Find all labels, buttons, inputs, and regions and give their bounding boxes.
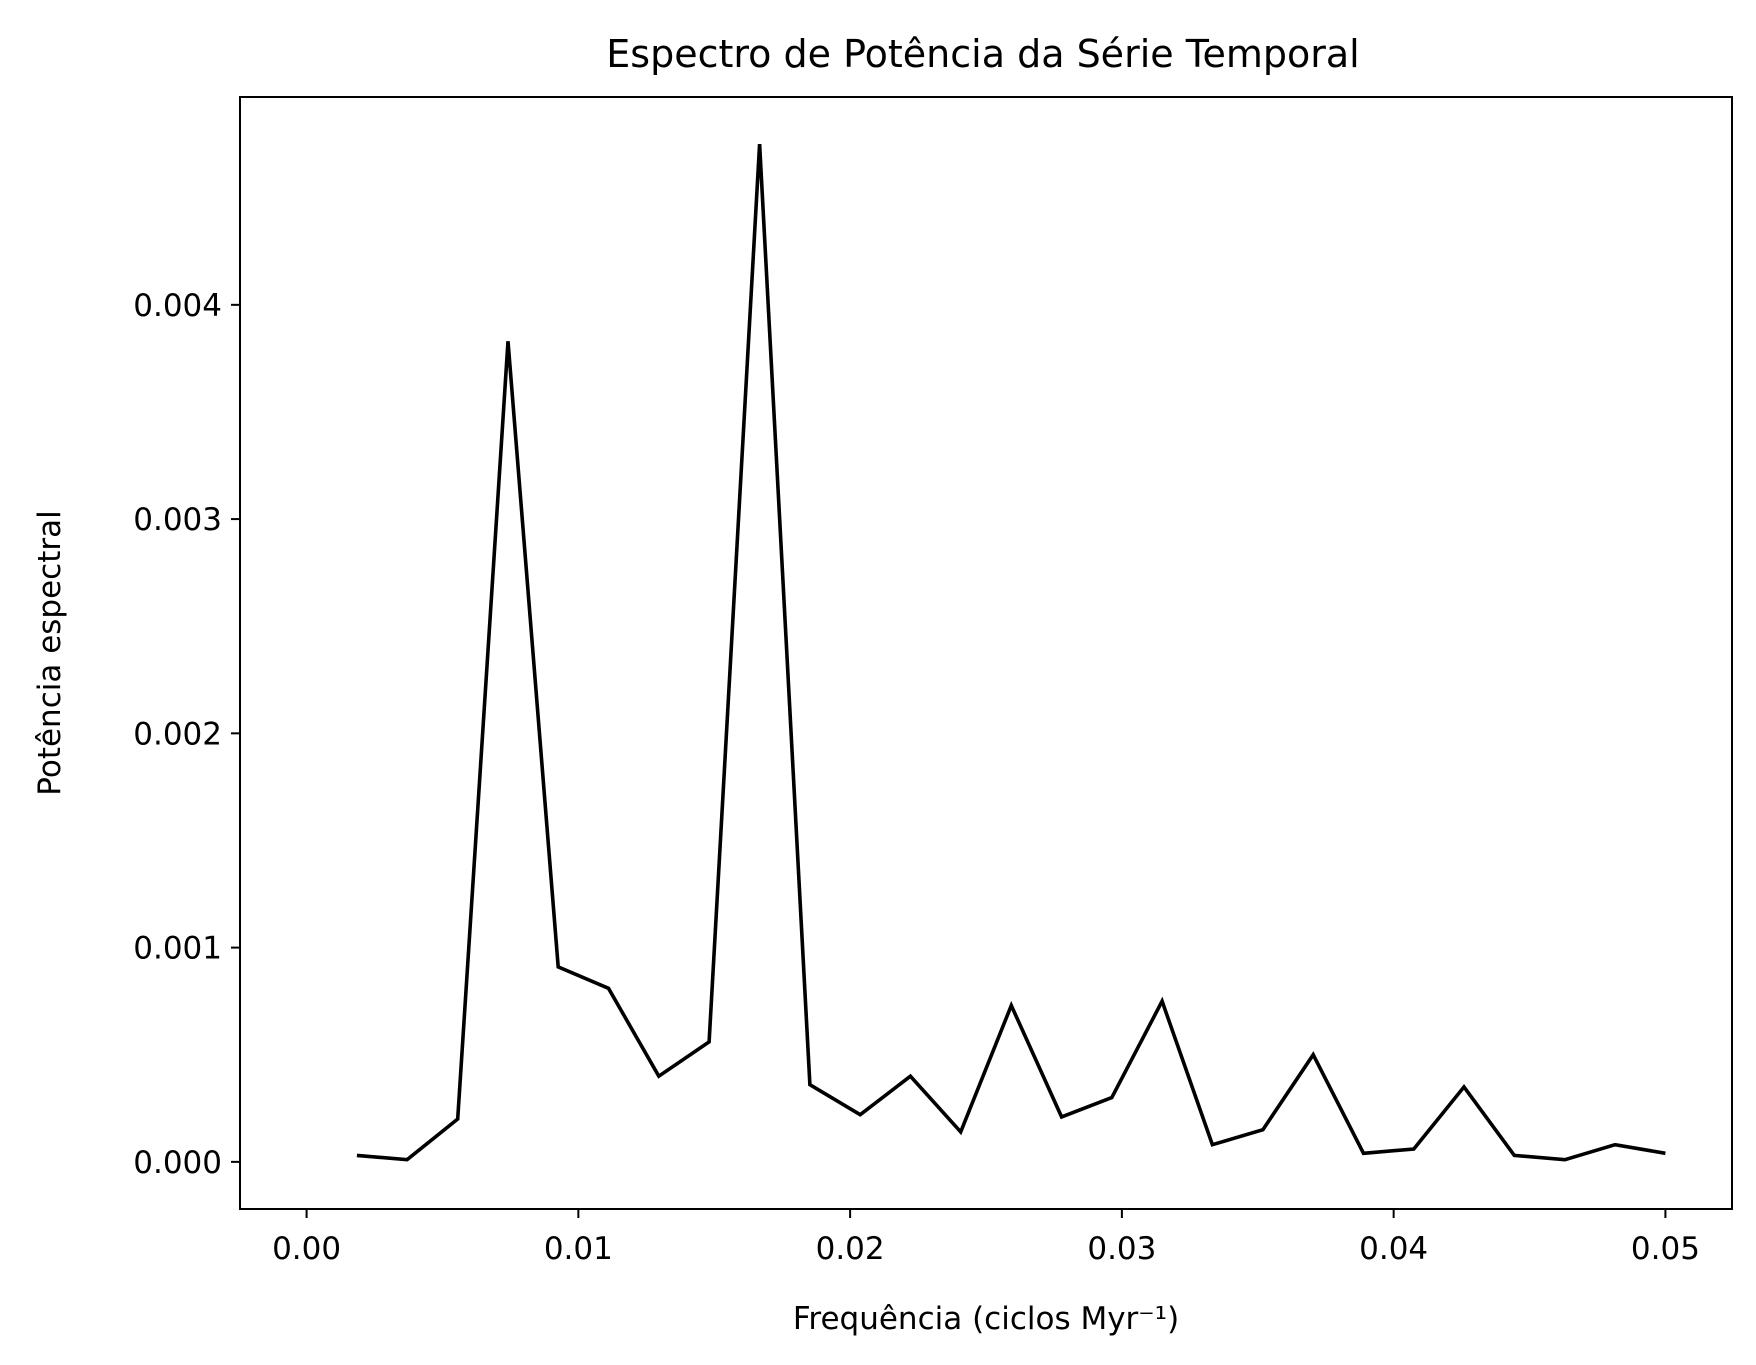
x-tick-label: 0.04: [1359, 1231, 1428, 1267]
x-tick-label: 0.03: [1087, 1231, 1156, 1267]
y-tick-label: 0.002: [133, 716, 222, 752]
plot-area-frame: [239, 96, 1733, 1210]
y-axis-label: Potência espectral: [32, 510, 68, 795]
y-tick-label: 0.003: [133, 502, 222, 538]
series-line: [356, 143, 1666, 1162]
plot-marks: [356, 143, 1666, 1162]
x-axis-label: Frequência (ciclos Myr⁻¹): [793, 1301, 1179, 1337]
chart-title: Espectro de Potência da Série Temporal: [606, 32, 1359, 76]
y-tick-label: 0.001: [133, 931, 222, 967]
axis-ticks: 0.00 0.01 0.02 0.03 0.04 0.05 0.000 0.001 0.002 0…: [133, 288, 1700, 1267]
y-tick-label: 0.000: [133, 1145, 222, 1181]
x-tick-label: 0.00: [272, 1231, 341, 1267]
y-tick-label: 0.004: [133, 288, 222, 324]
x-tick-label: 0.02: [816, 1231, 885, 1267]
x-tick-label: 0.01: [544, 1231, 613, 1267]
x-tick-label: 0.05: [1631, 1231, 1700, 1267]
